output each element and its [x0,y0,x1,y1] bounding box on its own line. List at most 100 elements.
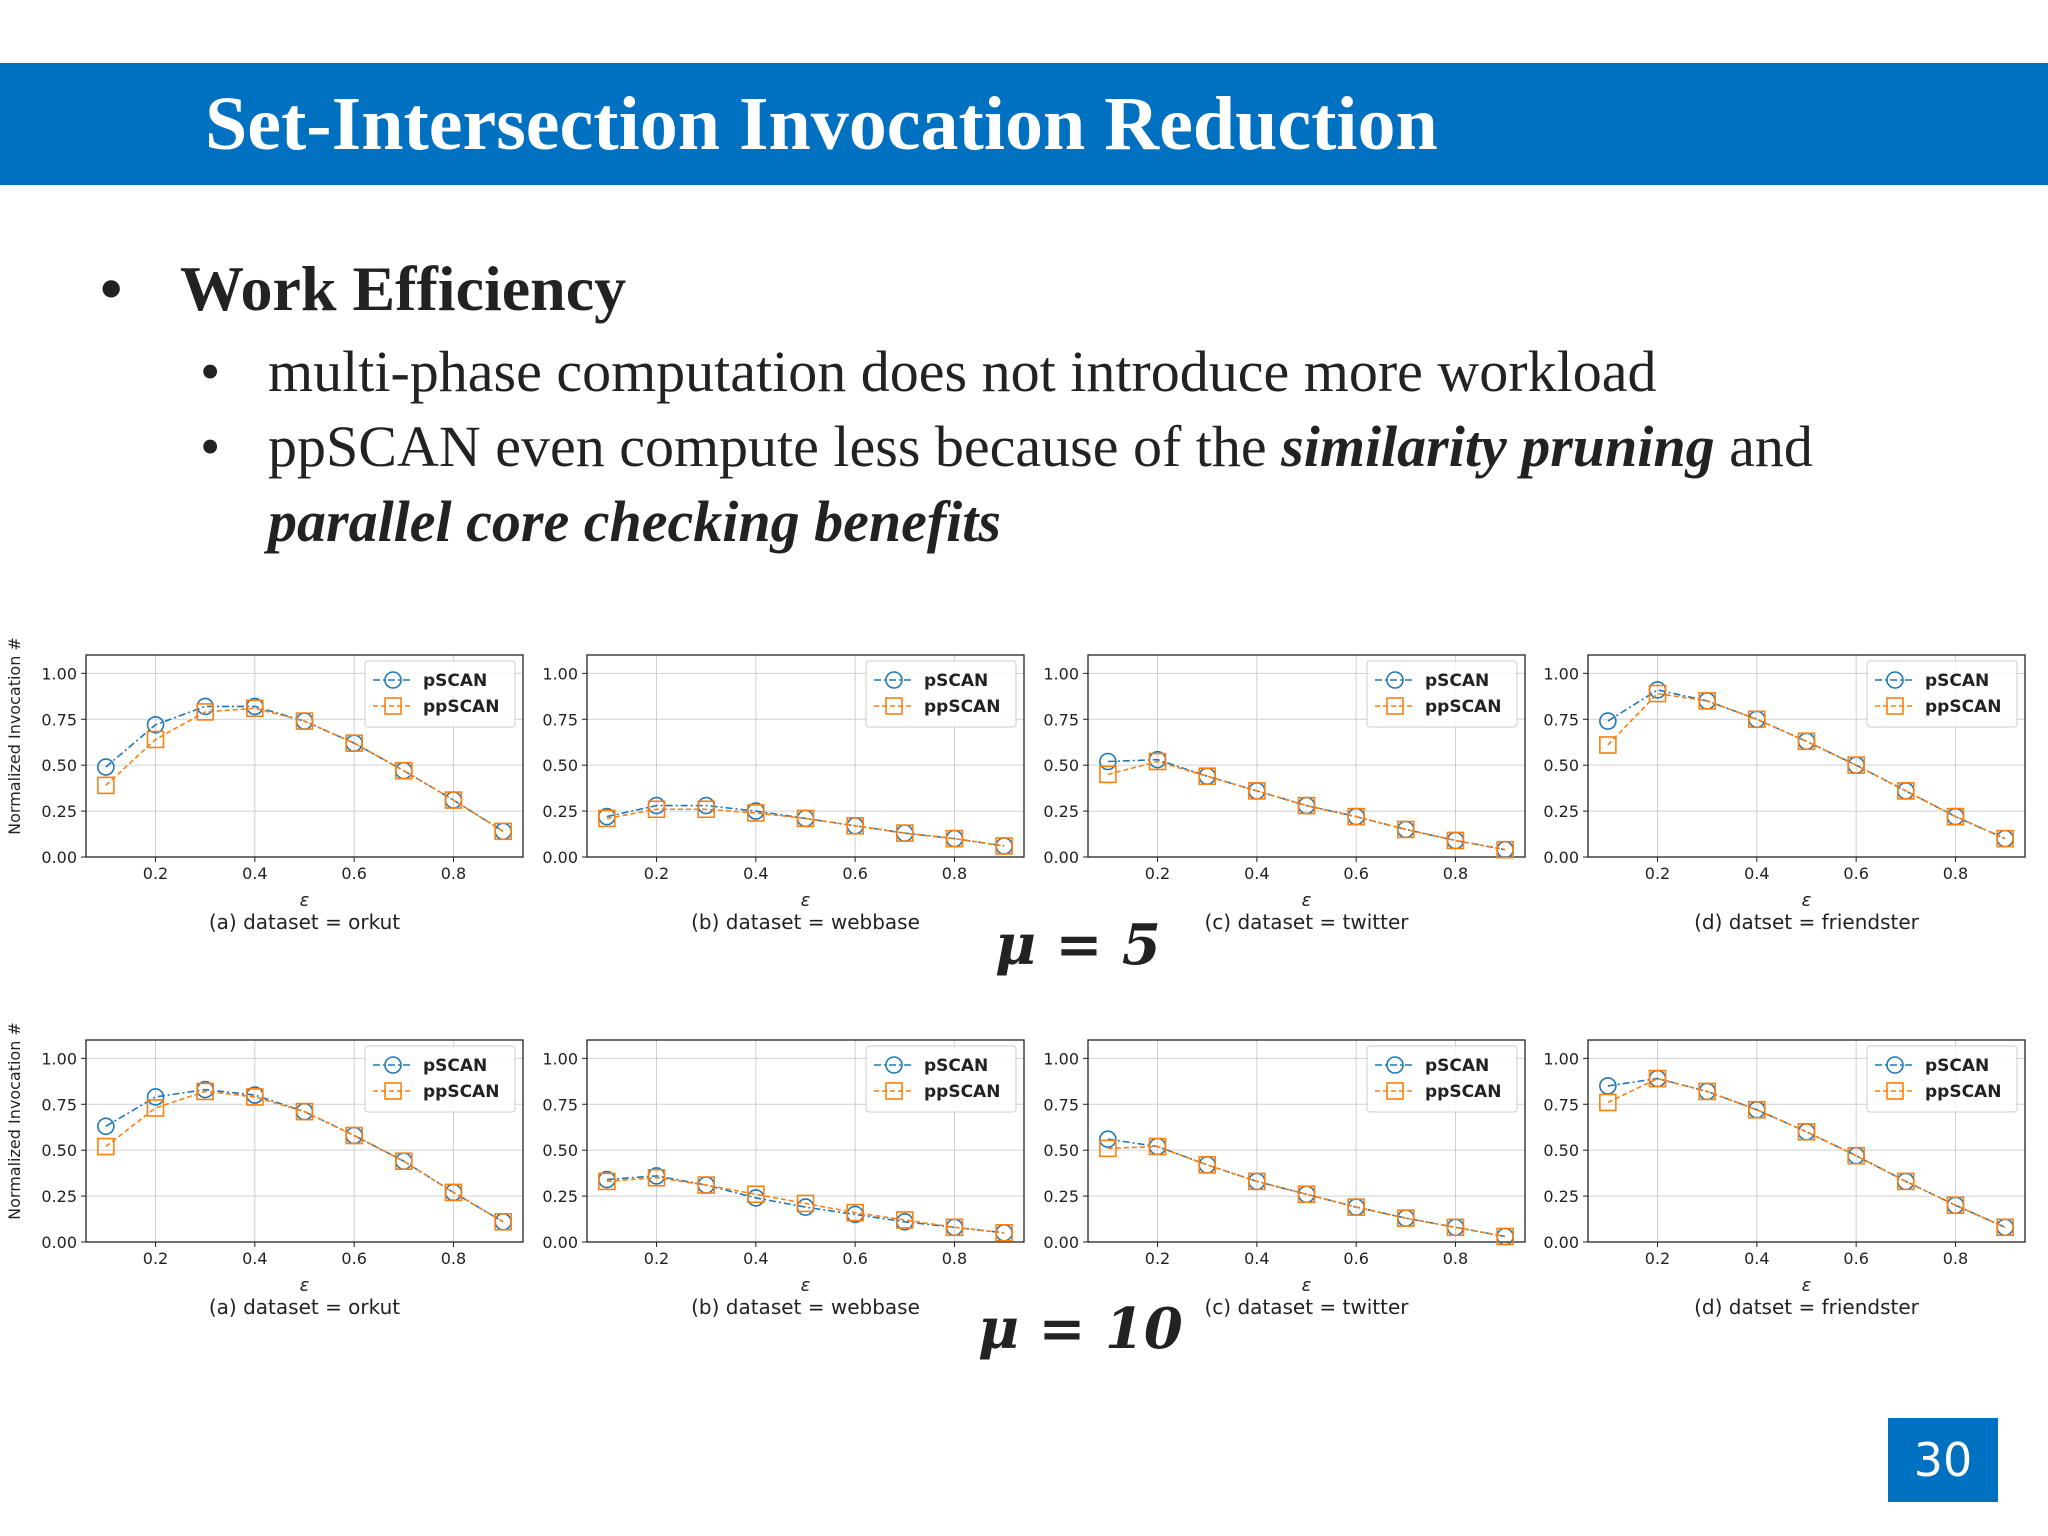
legend-label: pSCAN [1925,671,1989,691]
x-axis-label: ε [300,890,310,911]
legend-box [1366,1045,1518,1113]
x-tick-label: 0.2 [1645,864,1670,883]
y-tick-label: 0.50 [542,1141,578,1160]
ppscan-point [1099,1139,1117,1158]
ppscan-point [345,1126,363,1145]
chart-caption: (b) dataset = webbase [691,910,920,934]
legend-label: ppSCAN [1425,697,1501,717]
ppscan-point [1099,765,1117,784]
legend-marker [885,671,903,689]
y-tick-label: 0.75 [1543,710,1579,729]
ppscan-point [1996,1218,2014,1237]
chart-panel: 0.2 0.4 0.6 0.8 0.00 0.25 0.50 0.75 1.00 ε(d) dat… [1543,1039,2026,1319]
ppscan-point [846,816,864,835]
ppscan-point [1496,840,1514,859]
y-tick-label: 0.25 [1543,802,1579,821]
ppscan-point [97,1137,115,1156]
ppscan-point [246,1088,264,1106]
legend-label: pSCAN [423,1056,487,1076]
ppscan-point [1897,782,1915,800]
y-axis-label: Normalized Invocation # [5,637,24,835]
y-tick-label: 0.75 [1043,1095,1079,1114]
ppscan-point [1446,1218,1465,1237]
x-tick-label: 0.8 [942,864,967,883]
ppscan-point [796,809,815,828]
pscan-line [1107,758,1506,851]
ppscan-point [697,1176,715,1194]
legend-box [364,660,516,728]
ppscan-point [1847,1146,1865,1165]
legend-marker [885,697,903,715]
ppscan-point [896,1211,914,1229]
plot-frame [1087,654,1526,858]
ppscan-point [494,1212,512,1231]
y-tick-label: 0.75 [1043,710,1079,729]
y-tick-label: 1.00 [542,1049,578,1068]
legend-label: ppSCAN [423,697,499,717]
x-tick-label: 0.6 [1343,1249,1368,1268]
pscan-point [1797,1123,1816,1141]
ppscan-line [606,808,1005,847]
ppscan-point [1347,807,1365,826]
title-bar: Set-Intersection Invocation Reduction [0,63,2048,185]
pscan-point [97,1117,115,1136]
ppscan-point [1248,1172,1266,1191]
mu-label-row2: μ = 10 [978,1296,1183,1362]
x-tick-label: 0.6 [341,1249,366,1268]
ppscan-point [196,1082,214,1101]
ppscan-line [105,1090,504,1223]
chart-panel: 0.2 0.4 0.6 0.8 0.00 0.25 0.50 0.75 1.00 ε(a) dat… [41,654,524,934]
ppscan-point [1297,796,1316,815]
x-axis-label: ε [1802,890,1812,911]
y-tick-label: 0.00 [1043,848,1079,867]
pscan-line [1107,1138,1506,1238]
ppscan-point [345,734,363,752]
ppscan-point [1397,820,1415,839]
y-tick-label: 0.00 [41,848,77,867]
ppscan-point [1996,829,2014,848]
pscan-point [1599,712,1617,730]
y-tick-label: 0.50 [41,756,77,775]
ppscan-point [1946,807,1965,826]
y-tick-label: 0.25 [1043,802,1079,821]
plot-frame [586,1039,1025,1243]
legend-marker [384,1056,402,1074]
sub-bullet-marker: • [200,339,221,404]
ppscan-point [1946,1196,1965,1215]
pscan-line [606,1175,1005,1234]
pscan-line [606,804,1005,847]
y-tick-label: 0.75 [542,710,578,729]
ppscan-point [1198,1156,1216,1174]
charts-svg: Normalized Invocation # Normalized Invoca… [5,637,2026,1319]
legend-label: ppSCAN [924,1082,1000,1102]
legend-marker [1886,1056,1904,1074]
ppscan-line [1107,760,1506,851]
ppscan-point [395,1152,413,1171]
bullet-main-text: Work Efficiency [180,253,627,324]
x-tick-label: 0.4 [242,1249,267,1268]
y-tick-label: 0.25 [1043,1187,1079,1206]
pscan-point [97,758,115,776]
ppscan-point [747,1185,765,1204]
x-tick-label: 0.4 [1744,864,1769,883]
y-tick-label: 0.75 [41,1095,77,1114]
chart-caption: (c) dataset = twitter [1204,1295,1409,1319]
y-tick-label: 0.25 [542,802,578,821]
x-tick-label: 0.2 [1145,1249,1170,1268]
ppscan-point [1748,710,1766,729]
x-axis-label: ε [1302,890,1312,911]
ppscan-line [1107,1145,1506,1238]
ppscan-point [598,809,616,828]
y-tick-label: 0.75 [542,1095,578,1114]
x-tick-label: 0.4 [242,864,267,883]
legend-box [865,1045,1017,1113]
x-tick-label: 0.2 [644,1249,669,1268]
legend-marker [1386,671,1404,689]
x-tick-label: 0.8 [441,864,466,883]
plot-frame [1587,654,2026,858]
ppscan-point [1297,1185,1316,1204]
ppscan-point [146,1099,165,1117]
y-tick-label: 0.00 [542,1233,578,1252]
ppscan-line [1607,692,2006,840]
y-tick-label: 1.00 [542,664,578,683]
